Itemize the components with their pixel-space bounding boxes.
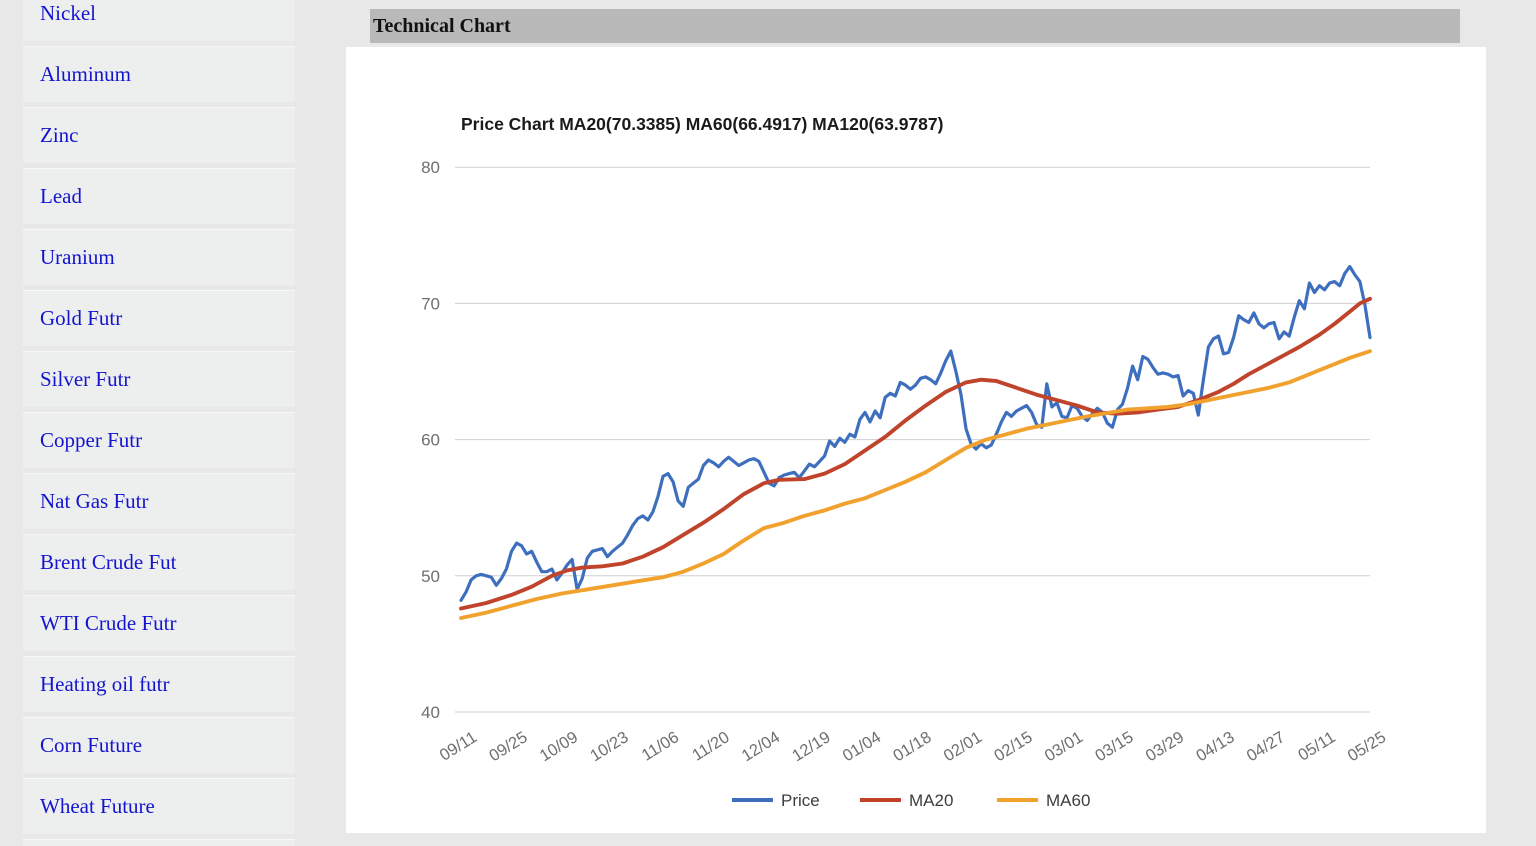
x-axis-label: 09/11 bbox=[437, 728, 481, 765]
technical-chart: 40 50 60 70 80 09/11 09/25 10/09 10/23 11/06 11/20… bbox=[421, 114, 1390, 810]
sidebar-item-wti-crude-futr[interactable]: WTI Crude Futr bbox=[23, 595, 295, 651]
x-axis-label: 03/01 bbox=[1042, 728, 1087, 765]
y-axis-label: 40 bbox=[421, 703, 440, 722]
x-axis-label: 05/11 bbox=[1295, 728, 1339, 765]
chart-title: Price Chart MA20(70.3385) MA60(66.4917) … bbox=[461, 114, 943, 134]
ma60-line bbox=[459, 349, 1372, 620]
x-axis-label: 10/09 bbox=[537, 728, 582, 765]
sidebar-item-uranium[interactable]: Uranium bbox=[23, 229, 295, 285]
legend-label-ma60: MA60 bbox=[1046, 791, 1090, 810]
x-axis-label: 12/04 bbox=[739, 728, 784, 765]
sidebar-item-wheat-future[interactable]: Wheat Future bbox=[23, 778, 295, 834]
x-axis-label: 03/15 bbox=[1092, 728, 1137, 765]
x-axis-label: 05/25 bbox=[1345, 728, 1390, 765]
x-axis-label: 04/27 bbox=[1244, 728, 1289, 765]
price-line bbox=[459, 265, 1372, 602]
y-axis-label: 50 bbox=[421, 567, 440, 586]
sidebar: Nickel Aluminum Zinc Lead Uranium Gold Futr Si… bbox=[23, 0, 295, 846]
sidebar-item-partial[interactable] bbox=[23, 839, 295, 846]
x-axis-label: 04/13 bbox=[1193, 728, 1238, 765]
sidebar-item-brent-crude-fut[interactable]: Brent Crude Fut bbox=[23, 534, 295, 590]
y-axis-label: 80 bbox=[421, 158, 440, 177]
sidebar-item-aluminum[interactable]: Aluminum bbox=[23, 46, 295, 102]
x-axis-label: 02/15 bbox=[991, 728, 1036, 765]
x-axis-label: 10/23 bbox=[587, 728, 632, 765]
x-axis-label: 01/04 bbox=[840, 728, 885, 765]
sidebar-item-gold-futr[interactable]: Gold Futr bbox=[23, 290, 295, 346]
sidebar-item-nickel[interactable]: Nickel bbox=[23, 0, 295, 41]
y-axis-label: 60 bbox=[421, 431, 440, 450]
y-axis-label: 70 bbox=[421, 294, 440, 313]
ma20-line bbox=[459, 296, 1372, 611]
x-axis-label: 09/25 bbox=[486, 728, 531, 765]
x-axis-label: 11/20 bbox=[689, 728, 733, 765]
sidebar-item-corn-future[interactable]: Corn Future bbox=[23, 717, 295, 773]
sidebar-item-zinc[interactable]: Zinc bbox=[23, 107, 295, 163]
sidebar-item-nat-gas-futr[interactable]: Nat Gas Futr bbox=[23, 473, 295, 529]
legend-label-price: Price bbox=[781, 791, 820, 810]
sidebar-item-silver-futr[interactable]: Silver Futr bbox=[23, 351, 295, 407]
x-axis-label: 01/18 bbox=[890, 728, 935, 765]
x-axis-label: 12/19 bbox=[789, 728, 834, 765]
sidebar-item-lead[interactable]: Lead bbox=[23, 168, 295, 224]
chart-panel: 40 50 60 70 80 09/11 09/25 10/09 10/23 11/06 11/20… bbox=[346, 47, 1486, 833]
legend-label-ma20: MA20 bbox=[909, 791, 953, 810]
x-axis-label: 03/29 bbox=[1143, 728, 1188, 765]
sidebar-item-copper-futr[interactable]: Copper Futr bbox=[23, 412, 295, 468]
section-header-bar: Technical Chart bbox=[370, 9, 1460, 43]
sidebar-item-heating-oil-futr[interactable]: Heating oil futr bbox=[23, 656, 295, 712]
section-header-title: Technical Chart bbox=[373, 15, 511, 37]
x-axis-label: 11/06 bbox=[639, 728, 683, 765]
x-axis-label: 02/01 bbox=[941, 728, 986, 765]
